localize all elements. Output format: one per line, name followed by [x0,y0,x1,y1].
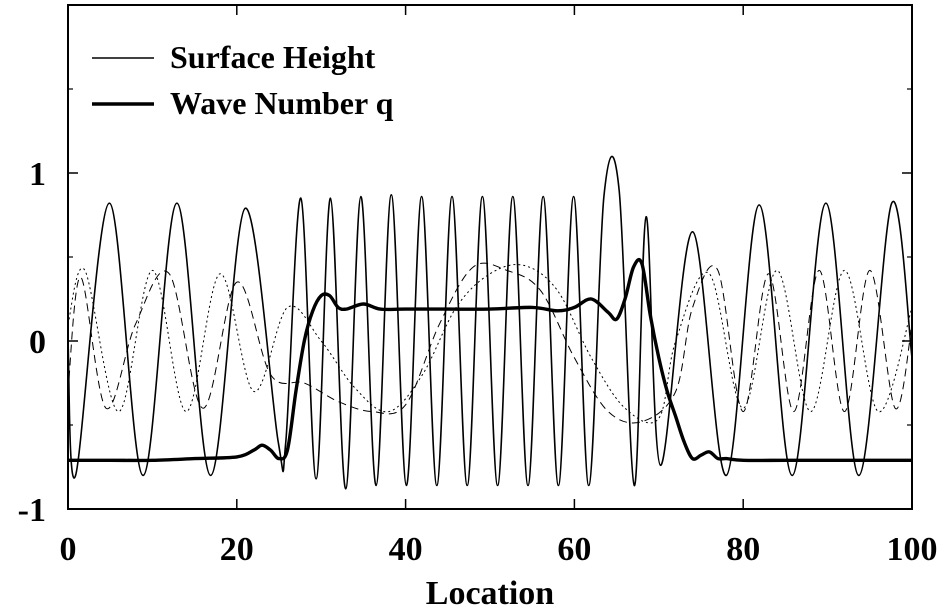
y-tick-label: 1 [29,156,46,193]
x-tick-label: 0 [60,531,77,568]
legend-label-wave-number: Wave Number q [170,85,394,121]
x-tick-label: 80 [726,531,760,568]
x-axis-title: Location [426,575,555,612]
x-tick-label: 60 [557,531,591,568]
legend: Surface Height Wave Number q [92,39,394,121]
y-tick-label: -1 [18,492,46,529]
series-line-dotted [67,264,913,424]
series-line-thin-solid [67,155,913,490]
x-tick-label: 40 [389,531,423,568]
x-tick-label: 100 [887,531,938,568]
plot-frame [67,4,913,510]
legend-label-surface-height: Surface Height [170,39,376,75]
y-tick-label: 0 [29,324,46,361]
x-tick-label: 20 [220,531,254,568]
plot-series [67,155,913,490]
series-line-thick-solid [67,257,912,463]
axis-ticks: 0 20 40 60 80 100 -1 0 1 [18,5,938,568]
